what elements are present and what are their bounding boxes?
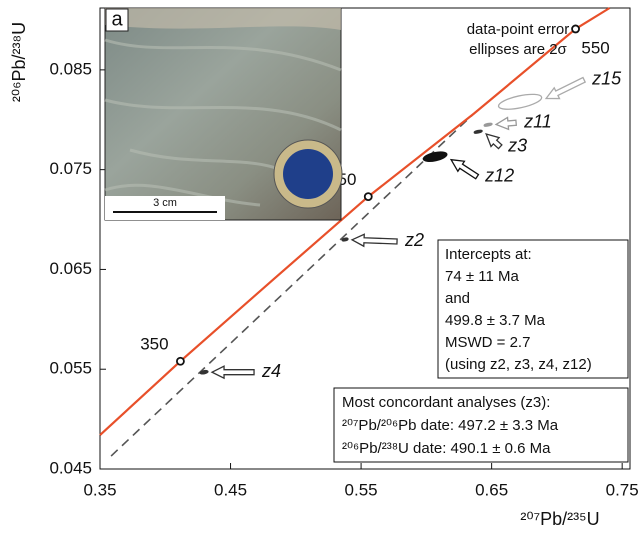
box-line: 74 ± 11 Ma — [445, 268, 519, 285]
x-tick-label: 0.55 — [345, 480, 378, 499]
x-axis-label: ²⁰⁷Pb/²³⁵U — [520, 509, 599, 529]
chart: 0.35 0.45 0.55 0.65 0.75 0.045 0.055 0.065 0.075… — [0, 0, 644, 535]
y-tick-label: 0.075 — [49, 159, 92, 178]
pointer-arrow — [352, 234, 397, 246]
y-axis-label: ²⁰⁶Pb/²³⁸U — [9, 22, 29, 102]
ellipse-label: z11 — [523, 111, 552, 131]
y-tick-label: 0.085 — [49, 59, 92, 78]
ellipse-label: z2 — [404, 230, 424, 250]
box-line: MSWD = 2.7 — [445, 334, 530, 351]
note: ellipses are 2σ — [469, 41, 567, 58]
ellipse-label: z15 — [591, 69, 622, 89]
y-tick-label: 0.045 — [49, 458, 92, 477]
concordant-box: Most concordant analyses (z3): ²⁰⁷Pb/²⁰⁶… — [334, 388, 628, 462]
box-line: ²⁰⁶Pb/²³⁸U date: 490.1 ± 0.6 Ma — [342, 440, 551, 457]
ellipse-label: z4 — [261, 361, 281, 381]
age-label: 350 — [140, 335, 168, 354]
age-mark — [572, 25, 579, 32]
scale-bar-label: 3 cm — [153, 197, 177, 209]
x-tick-label: 0.65 — [475, 480, 508, 499]
pointer-arrow — [451, 160, 478, 179]
panel-label: a — [111, 8, 123, 30]
box-line: Most concordant analyses (z3): — [342, 394, 550, 411]
photo-inset: 3 cm a — [105, 8, 342, 220]
box-line: Intercepts at: — [445, 246, 532, 263]
box-line: (using z2, z3, z4, z12) — [445, 356, 592, 373]
pointer-arrow — [486, 134, 502, 149]
ellipse-label: z3 — [507, 135, 527, 155]
note: data-point error — [467, 21, 570, 38]
box-line: and — [445, 290, 470, 307]
error-ellipse — [474, 130, 482, 134]
pointer-arrow — [212, 366, 254, 378]
y-tick-label: 0.055 — [49, 359, 92, 378]
age-mark — [365, 193, 372, 200]
intercepts-box: Intercepts at: 74 ± 11 Ma and 499.8 ± 3.… — [438, 240, 628, 378]
age-label: 550 — [581, 38, 609, 57]
x-tick-label: 0.35 — [83, 480, 116, 499]
box-line: 499.8 ± 3.7 Ma — [445, 312, 546, 329]
x-tick-label: 0.75 — [606, 480, 639, 499]
pointer-arrow — [546, 78, 585, 99]
age-mark — [177, 358, 184, 365]
box-line: ²⁰⁷Pb/²⁰⁶Pb date: 497.2 ± 3.3 Ma — [342, 417, 559, 434]
ellipse-label: z12 — [484, 165, 514, 185]
pointer-arrow — [496, 117, 516, 129]
error-ellipse — [484, 123, 492, 127]
error-ellipse — [497, 91, 543, 112]
y-tick-label: 0.065 — [49, 259, 92, 278]
x-tick-label: 0.45 — [214, 480, 247, 499]
